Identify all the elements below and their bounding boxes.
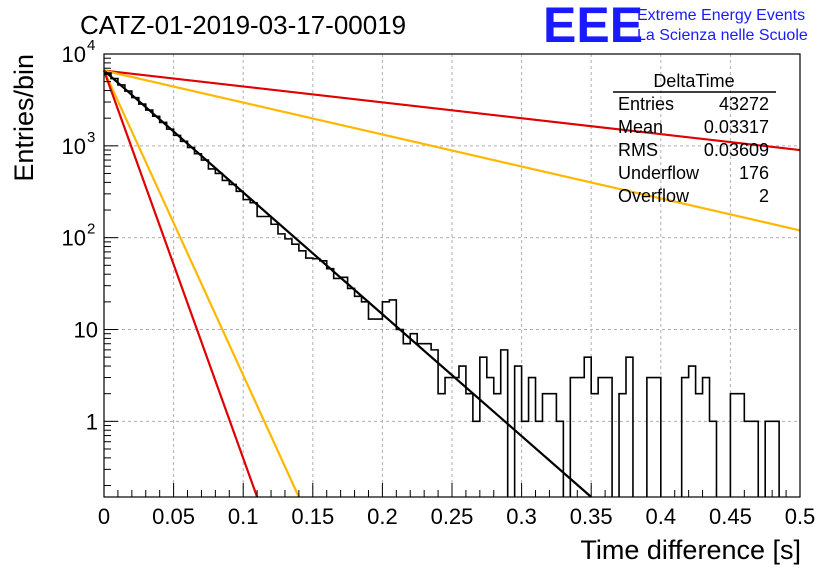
stat-label-entries: Entries — [618, 94, 674, 114]
stat-value-mean: 0.03317 — [704, 117, 769, 137]
grid — [104, 54, 800, 497]
stat-value-rms: 0.03609 — [704, 140, 769, 160]
stat-value-underflow: 176 — [739, 163, 769, 183]
x-tick-label: 0.25 — [431, 504, 474, 529]
fit-line — [102, 70, 300, 498]
y-axis-title: Entries/bin — [9, 54, 39, 182]
x-tick-label: 0.05 — [152, 504, 195, 529]
x-tick-label: 0.5 — [785, 504, 816, 529]
x-tick-label: 0.2 — [367, 504, 398, 529]
x-axis-title: Time difference [s] — [580, 535, 801, 565]
x-tick-label: 0.35 — [570, 504, 613, 529]
x-tick-label: 0.1 — [228, 504, 259, 529]
logo-mark: EEE — [543, 0, 643, 53]
histogram — [104, 72, 780, 497]
y-tick-label: 10 — [62, 42, 86, 67]
stat-label-underflow: Underflow — [618, 163, 700, 183]
x-tick-label: 0.4 — [646, 504, 677, 529]
axes: 0 0.05 0.1 0.15 0.2 0.25 0.3 0.35 0.4 0.45 0.5 1 10 1… — [62, 37, 816, 529]
fit-line — [103, 69, 801, 152]
logo-line-1: Extreme Energy Events — [637, 7, 805, 24]
stat-label-mean: Mean — [618, 117, 663, 137]
stats-box-name: DeltaTime — [653, 71, 734, 91]
x-tick-label: 0 — [98, 504, 110, 529]
y-tick-label: 10 — [74, 318, 98, 343]
stat-label-rms: RMS — [618, 140, 658, 160]
y-tick-exponent: 4 — [87, 37, 95, 54]
y-tick-label: 10 — [62, 226, 86, 251]
logo-line-2: La Scienza nelle Scuole — [637, 27, 808, 44]
x-tick-label: 0.15 — [291, 504, 334, 529]
y-tick-label: 10 — [62, 134, 86, 159]
fit-line — [102, 70, 259, 498]
stat-value-entries: 43272 — [719, 94, 769, 114]
stat-value-overflow: 2 — [759, 186, 769, 206]
stat-label-overflow: Overflow — [618, 186, 690, 206]
histogram-outline — [104, 72, 780, 497]
y-tick-exponent: 2 — [87, 221, 95, 238]
chart-title: CATZ-01-2019-03-17-00019 — [80, 10, 406, 40]
stats-box: DeltaTime Entries 43272 Mean 0.03317 RMS… — [613, 71, 776, 206]
x-tick-label: 0.45 — [709, 504, 752, 529]
y-tick-exponent: 3 — [87, 129, 95, 146]
x-tick-label: 0.3 — [506, 504, 537, 529]
fit-line — [103, 69, 801, 232]
y-tick-label: 1 — [86, 409, 98, 434]
eee-logo: EEE Extreme Energy Events La Scienza nel… — [543, 0, 808, 53]
